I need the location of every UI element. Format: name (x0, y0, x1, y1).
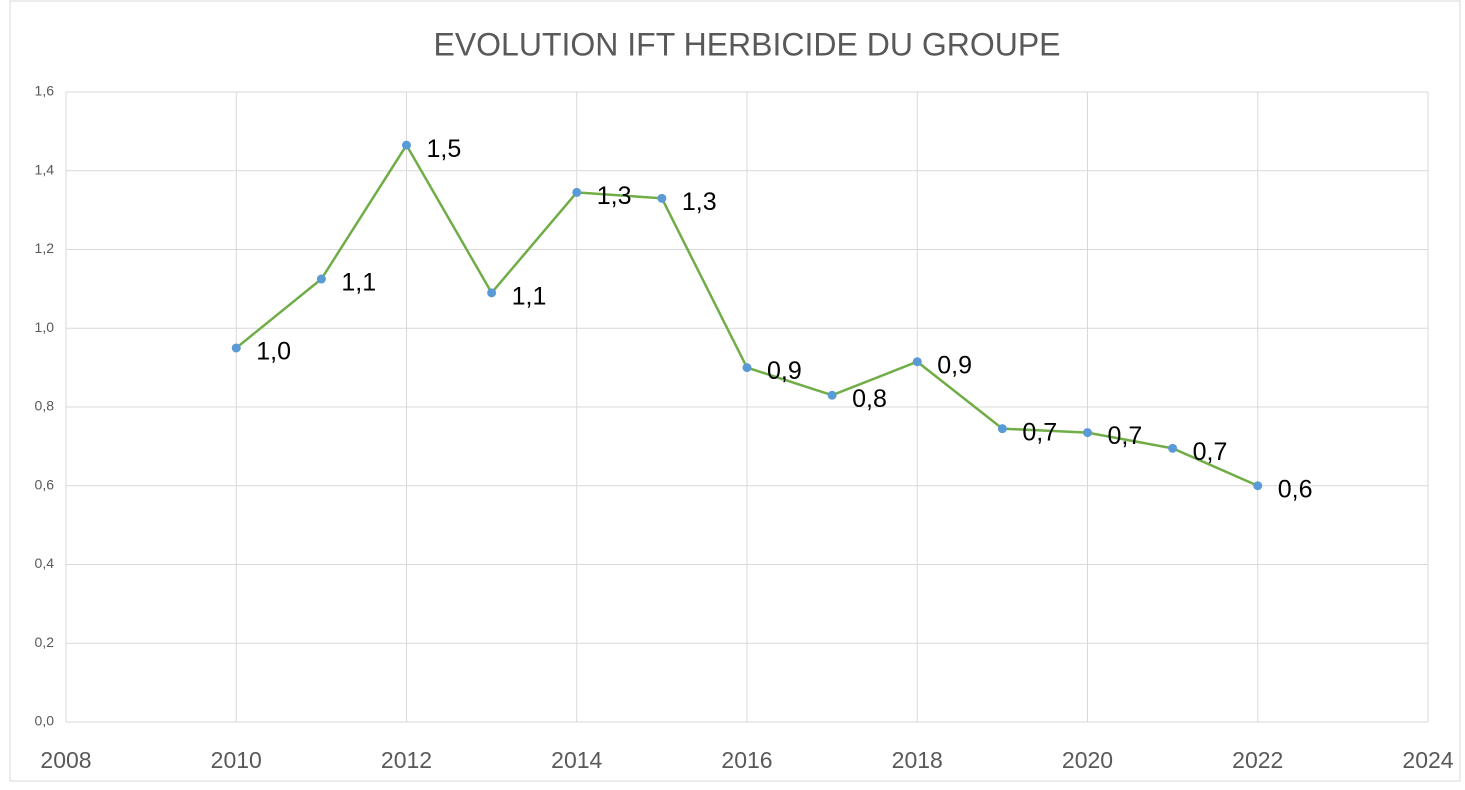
data-point (231, 343, 241, 353)
data-label: 1,3 (597, 182, 632, 210)
data-point (657, 193, 667, 203)
x-tick-label: 2012 (381, 747, 432, 773)
data-label: 1,5 (427, 135, 462, 163)
y-tick-label: 0,4 (35, 555, 55, 571)
x-tick-label: 2024 (1402, 747, 1453, 773)
data-label: 0,7 (1193, 438, 1228, 466)
y-tick-label: 1,4 (35, 161, 55, 177)
data-point (1083, 428, 1092, 438)
data-point (1168, 443, 1178, 453)
data-point (827, 390, 837, 400)
y-tick-label: 1,0 (35, 319, 55, 335)
data-point (912, 357, 922, 367)
y-tick-label: 1,2 (35, 240, 55, 256)
x-tick-label: 2018 (892, 747, 943, 773)
data-label: 0,9 (767, 357, 802, 385)
data-point (572, 187, 582, 197)
x-tick-label: 2020 (1062, 747, 1113, 773)
data-point (742, 363, 752, 373)
data-label: 0,7 (1108, 422, 1143, 450)
data-label: 1,0 (256, 338, 291, 366)
data-label: 0,9 (937, 351, 972, 379)
data-point (402, 140, 411, 150)
data-label: 0,8 (852, 385, 887, 413)
y-tick-label: 0,0 (35, 713, 55, 729)
data-point (487, 288, 497, 298)
x-tick-label: 2016 (721, 747, 772, 773)
data-point (316, 274, 326, 284)
data-label: 1,1 (512, 282, 547, 310)
chart-frame (9, 0, 1461, 782)
y-tick-label: 0,8 (35, 398, 55, 414)
data-label: 0,7 (1022, 418, 1057, 446)
x-tick-label: 2008 (40, 747, 91, 773)
data-point (1253, 481, 1263, 491)
y-tick-label: 0,2 (35, 634, 55, 650)
data-label: 1,3 (682, 188, 717, 216)
y-tick-label: 1,6 (35, 83, 55, 99)
x-tick-label: 2010 (211, 747, 262, 773)
chart-title: EVOLUTION IFT HERBICIDE DU GROUPE (433, 26, 1060, 62)
x-tick-label: 2014 (551, 747, 602, 773)
data-point (997, 424, 1007, 434)
data-label: 1,1 (341, 269, 376, 297)
data-label: 0,6 (1278, 475, 1313, 503)
y-tick-label: 0,6 (35, 476, 55, 492)
x-tick-label: 2022 (1232, 747, 1283, 773)
